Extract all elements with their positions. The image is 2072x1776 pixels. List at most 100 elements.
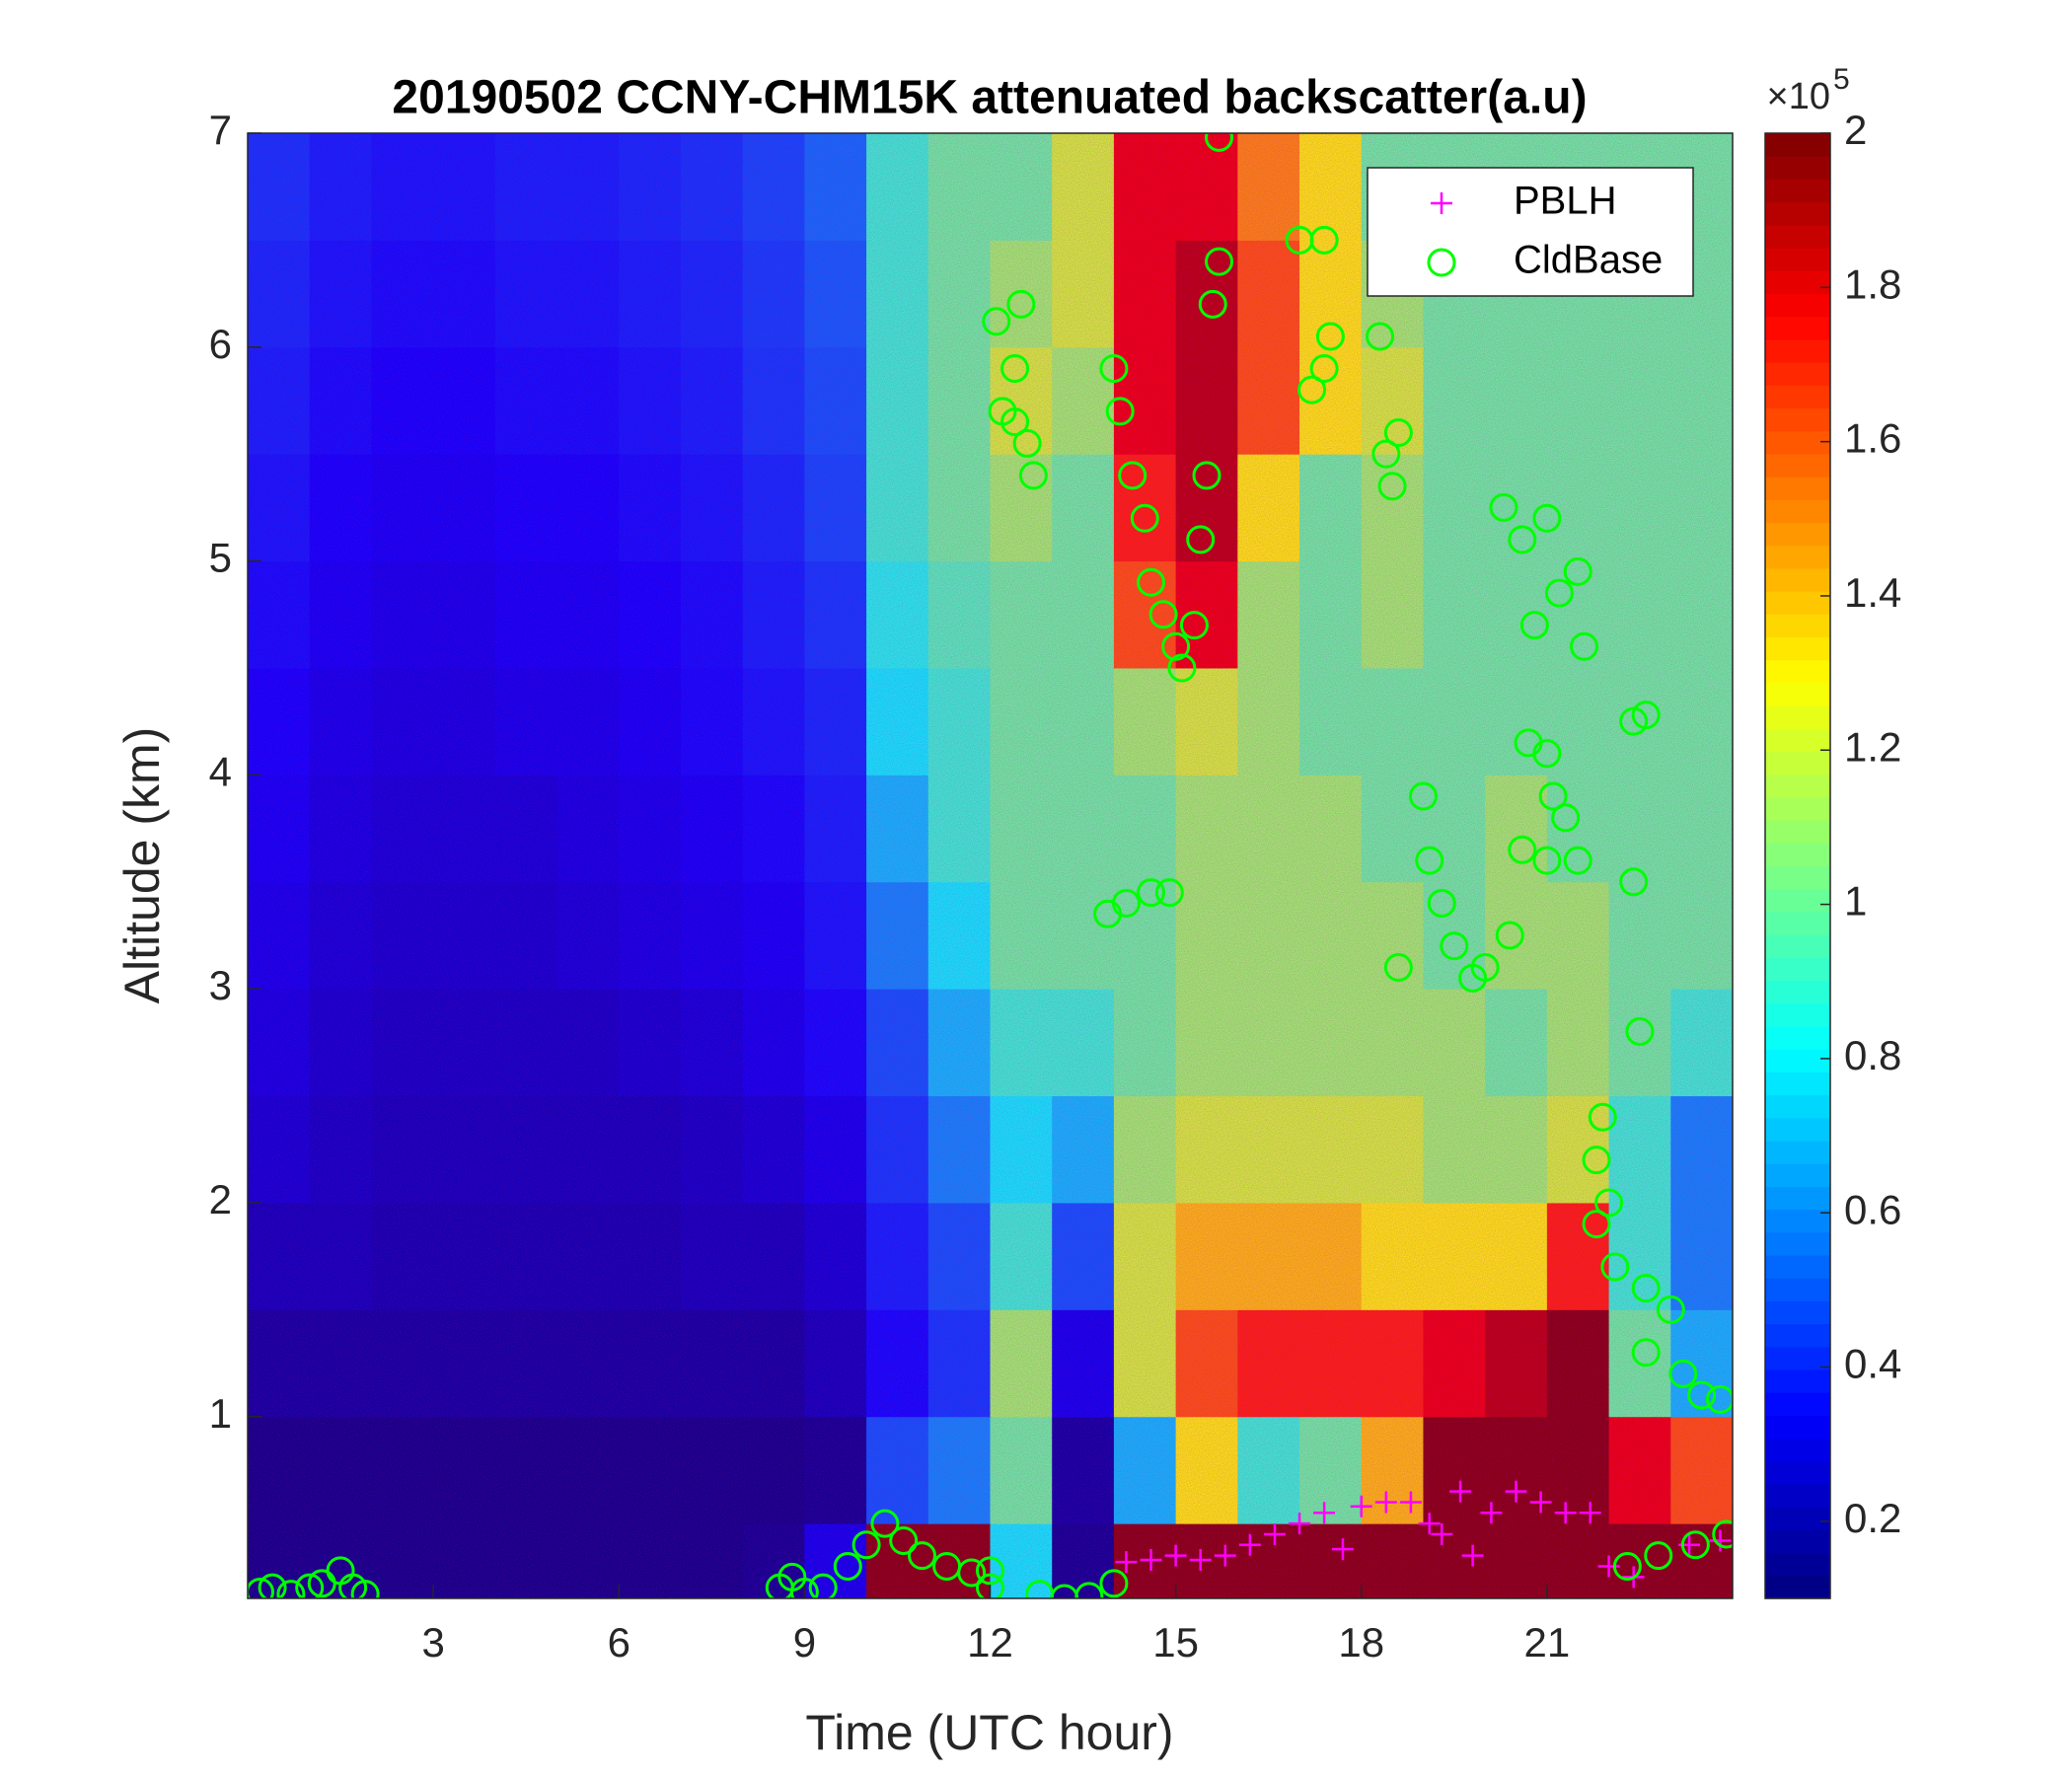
colorbar-step <box>1765 796 1830 821</box>
colorbar: 0.2 0.4 0.6 0.8 1 1.2 1.4 1.6 1.8 2 ×10 5 <box>1764 63 1901 1599</box>
scatter-point <box>1238 1533 1261 1556</box>
scatter-point <box>1111 888 1141 918</box>
colorbar-step <box>1765 591 1830 615</box>
scatter-point <box>1137 567 1166 597</box>
legend-label: CldBase <box>1514 239 1663 282</box>
colorbar-step <box>1765 843 1830 867</box>
y-tick-label: 7 <box>209 107 232 153</box>
scatter-point <box>1099 353 1129 383</box>
colorbar-step <box>1765 545 1830 569</box>
scatter-point <box>1118 461 1147 490</box>
scatter-point <box>1167 653 1197 683</box>
colorbar-step <box>1765 477 1830 500</box>
colorbar-step <box>1765 1254 1830 1279</box>
colorbar-step <box>1765 156 1830 181</box>
scatter-point <box>1489 492 1518 522</box>
scatter-point <box>1600 1252 1630 1282</box>
scatter-point <box>1656 1295 1685 1324</box>
colorbar-step <box>1765 1415 1830 1440</box>
colorbar-step <box>1765 1483 1830 1508</box>
y-tick-label: 6 <box>209 321 232 367</box>
scatter-point <box>350 1580 380 1598</box>
y-axis-label: Altitude (km) <box>114 727 170 1004</box>
x-tick-label: 9 <box>793 1619 816 1665</box>
scatter-point <box>1554 1502 1577 1524</box>
colorbar-tick-label: 1.8 <box>1844 260 1901 307</box>
x-axis-label: Time (UTC hour) <box>805 1705 1173 1760</box>
scatter-point <box>1383 418 1413 448</box>
scatter-point <box>1625 1017 1655 1047</box>
scatter-point <box>1164 1544 1187 1567</box>
scatter-point <box>1631 701 1661 730</box>
legend-marker <box>1431 192 1452 214</box>
colorbar-step <box>1765 1575 1830 1599</box>
colorbar-step <box>1765 1392 1830 1416</box>
colorbar-tick-label: 1.4 <box>1844 569 1901 616</box>
scatter-point <box>851 1530 881 1560</box>
scatter-point <box>1631 1274 1661 1303</box>
scatter-point <box>976 1573 1004 1598</box>
scatter-point <box>1668 1359 1698 1388</box>
colorbar-step <box>1765 1186 1830 1211</box>
scatter-point <box>1074 1582 1104 1598</box>
colorbar-tick-label: 1.6 <box>1844 415 1901 462</box>
scatter-point <box>908 1541 937 1571</box>
colorbar-tick-label: 1.2 <box>1844 723 1901 770</box>
colorbar-step <box>1765 293 1830 318</box>
scatter-point <box>1519 611 1549 640</box>
scatter-point <box>1399 1491 1422 1514</box>
colorbar-tick-label: 0.6 <box>1844 1186 1901 1232</box>
colorbar-step <box>1765 980 1830 1004</box>
colorbar-step <box>1765 522 1830 547</box>
scatter-point <box>1644 1541 1673 1571</box>
scatter-point <box>870 1509 900 1538</box>
colorbar-step <box>1765 1209 1830 1233</box>
scatter-point <box>1006 289 1036 319</box>
colorbar-step <box>1765 1507 1830 1530</box>
chart-title: 20190502 CCNY-CHM15K attenuated backscat… <box>392 72 1587 124</box>
x-tick-label: 15 <box>1152 1619 1199 1665</box>
scatter-point <box>1470 952 1500 982</box>
scatter-point <box>1680 1530 1710 1560</box>
x-tick-label: 12 <box>967 1619 1013 1665</box>
colorbar-step <box>1765 1094 1830 1119</box>
colorbar-step <box>1765 1552 1830 1577</box>
scatter-point <box>1551 803 1581 833</box>
scatter-point <box>1099 1569 1129 1598</box>
scatter-point <box>1137 878 1166 908</box>
markers <box>248 133 1733 1598</box>
scatter-point <box>976 1556 1004 1586</box>
scatter-point <box>1383 952 1413 982</box>
scatter-point <box>338 1573 368 1598</box>
scatter-point <box>1408 781 1438 811</box>
colorbar-step <box>1765 499 1830 524</box>
colorbar-step <box>1765 362 1830 386</box>
colorbar-tick-label: 1 <box>1844 878 1867 925</box>
scatter-point <box>1198 289 1227 319</box>
colorbar-step <box>1765 636 1830 661</box>
scatter-point <box>1538 781 1568 811</box>
scatter-point <box>1597 1555 1620 1578</box>
scatter-point <box>1331 1538 1354 1561</box>
colorbar-step <box>1765 430 1830 455</box>
scatter-point <box>1480 1502 1503 1524</box>
colorbar-step <box>1765 133 1830 157</box>
scatter-point <box>1588 1102 1617 1132</box>
scatter-point <box>1309 225 1339 255</box>
scatter-point <box>248 1578 275 1598</box>
scatter-point <box>1148 600 1178 629</box>
colorbar-step <box>1765 407 1830 432</box>
scatter-point <box>889 1525 919 1555</box>
colorbar-step <box>1765 1300 1830 1325</box>
colorbar-step <box>1765 751 1830 776</box>
scatter-point <box>1461 1544 1484 1567</box>
colorbar-step <box>1765 224 1830 249</box>
scatter-point <box>1631 1338 1661 1368</box>
scatter-point <box>1018 461 1048 490</box>
scatter-point <box>1050 1584 1079 1598</box>
scatter-point <box>1440 931 1469 961</box>
scatter-point <box>982 307 1011 336</box>
x-tick-label: 6 <box>608 1619 630 1665</box>
colorbar-step <box>1765 1072 1830 1096</box>
